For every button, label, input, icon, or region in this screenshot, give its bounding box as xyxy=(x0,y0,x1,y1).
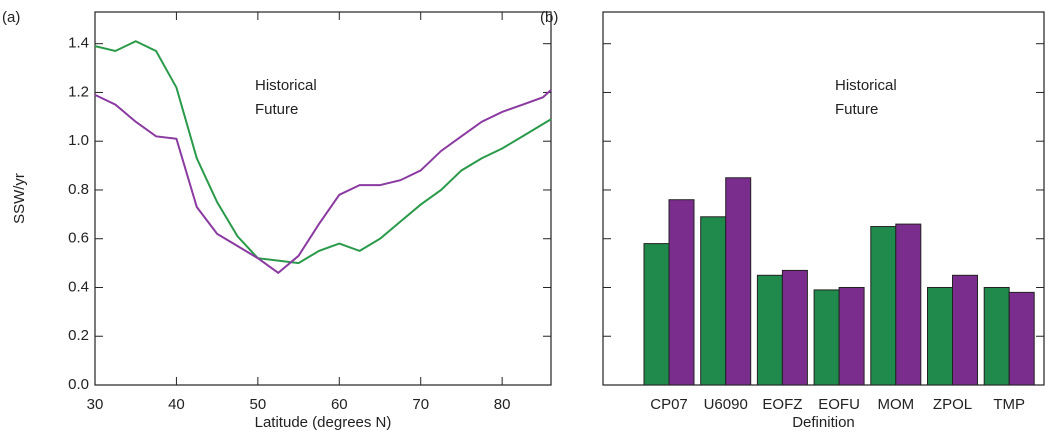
plot-frame xyxy=(94,11,552,386)
x-axis-label: Definition xyxy=(792,414,855,431)
x-tick-label: EOFZ xyxy=(762,396,802,413)
y-tick-label: 1.4 xyxy=(68,35,89,52)
x-tick-label: 80 xyxy=(494,396,511,413)
bar xyxy=(781,269,808,386)
x-tick-label: U6090 xyxy=(704,396,748,413)
bar xyxy=(725,177,752,386)
y-tick-label: 0.0 xyxy=(68,376,89,393)
legend-label: Future xyxy=(255,101,298,118)
bar xyxy=(643,243,670,386)
panel-label: (b) xyxy=(540,9,558,26)
line-series xyxy=(94,40,552,265)
bar xyxy=(983,286,1010,386)
bar xyxy=(927,286,953,386)
x-tick-label: 40 xyxy=(168,396,185,413)
bar xyxy=(668,199,695,386)
y-tick-label: 1.0 xyxy=(68,132,89,149)
panel-label: (a) xyxy=(2,9,20,26)
x-tick-label: EOFU xyxy=(818,396,860,413)
y-axis-label: SSW/yr xyxy=(11,173,28,224)
y-tick-label: 1.2 xyxy=(68,83,89,100)
bar xyxy=(870,226,897,386)
bar xyxy=(813,289,840,386)
y-tick-label: 0.4 xyxy=(68,278,89,295)
x-tick-label: 70 xyxy=(412,396,429,413)
x-tick-label: ZPOL xyxy=(933,396,972,413)
bar xyxy=(1008,291,1035,386)
legend-label: Historical xyxy=(835,77,897,94)
y-tick-label: 0.8 xyxy=(68,181,89,198)
x-tick-label: MOM xyxy=(877,396,914,413)
y-tick-label: 0.2 xyxy=(68,327,89,344)
x-tick-label: 30 xyxy=(87,396,104,413)
legend-label: Future xyxy=(835,101,878,118)
legend-label: Historical xyxy=(255,77,317,94)
y-tick-label: 0.6 xyxy=(68,230,89,247)
bar xyxy=(952,274,978,386)
x-tick-label: CP07 xyxy=(650,396,688,413)
bar xyxy=(756,274,783,386)
bar xyxy=(895,223,922,386)
x-tick-label: TMP xyxy=(993,396,1025,413)
x-axis-label: Latitude (degrees N) xyxy=(255,414,392,431)
x-tick-label: 60 xyxy=(331,396,348,413)
x-tick-label: 50 xyxy=(250,396,267,413)
line-series xyxy=(94,89,552,275)
bar xyxy=(700,216,727,386)
bar xyxy=(838,286,865,386)
